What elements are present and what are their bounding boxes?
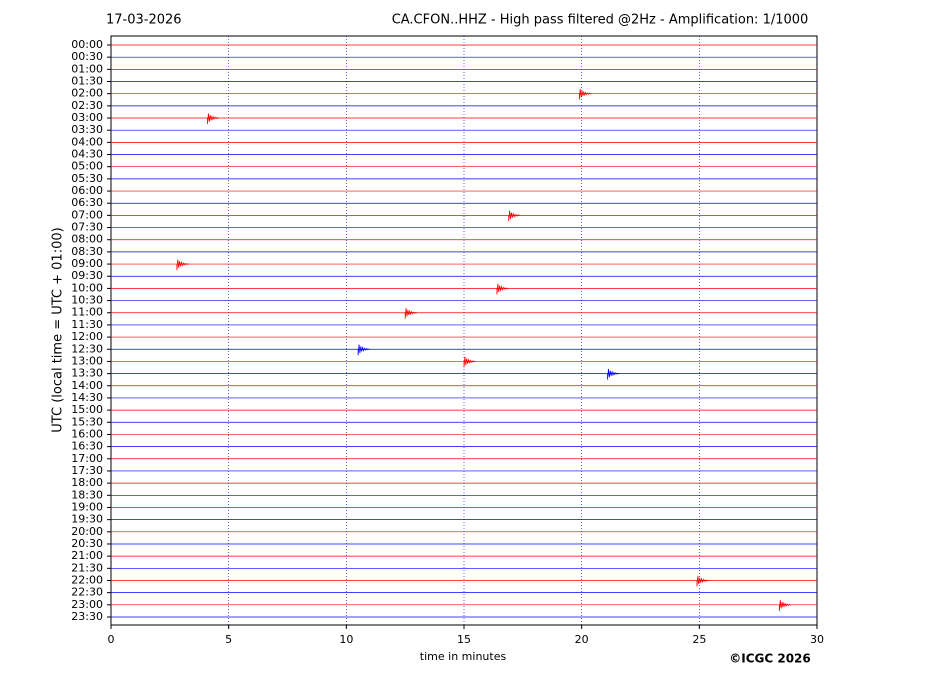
y-tick-label: 18:30 (71, 488, 103, 501)
event (778, 600, 792, 611)
y-tick-label: 05:00 (71, 160, 103, 173)
y-tick-label: 15:00 (71, 403, 103, 416)
x-tick-label: 20 (575, 633, 589, 646)
y-tick-label: 23:00 (71, 598, 103, 611)
y-tick-label: 08:30 (71, 245, 103, 258)
y-tick-label: 14:00 (71, 379, 103, 392)
event (176, 259, 189, 271)
y-tick-label: 03:00 (71, 111, 103, 124)
y-tick-label: 00:30 (71, 50, 103, 63)
y-tick-label: 23:30 (71, 610, 103, 623)
x-axis-label: time in minutes (420, 650, 507, 663)
y-tick-label: 09:30 (71, 269, 103, 282)
y-tick-label: 01:30 (71, 75, 103, 88)
y-tick-label: 07:30 (71, 221, 103, 234)
event (696, 575, 709, 587)
y-tick-label: 02:00 (71, 87, 103, 100)
x-tick-label: 0 (108, 633, 115, 646)
y-tick-label: 10:00 (71, 281, 103, 294)
y-tick-label: 17:00 (71, 452, 103, 465)
y-tick-label: 22:30 (71, 586, 103, 599)
y-tick-label: 19:00 (71, 500, 103, 513)
y-tick-label: 15:30 (71, 415, 103, 428)
y-tick-label: 13:00 (71, 354, 103, 367)
x-tick-label: 30 (810, 633, 824, 646)
y-tick-label: 12:30 (71, 342, 103, 355)
y-tick-label: 12:00 (71, 330, 103, 343)
y-tick-label: 09:00 (71, 257, 103, 270)
event (463, 356, 476, 368)
y-tick-label: 00:00 (71, 38, 103, 51)
event (357, 344, 371, 356)
y-tick-label: 11:30 (71, 318, 103, 331)
y-tick-label: 04:30 (71, 148, 103, 161)
y-tick-label: 21:30 (71, 561, 103, 574)
y-tick-label: 17:30 (71, 464, 103, 477)
y-tick-label: 11:00 (71, 306, 103, 319)
y-tick-label: 21:00 (71, 549, 103, 562)
y-tick-label: 20:00 (71, 525, 103, 538)
y-tick-label: 03:30 (71, 123, 103, 136)
y-tick-label: 14:30 (71, 391, 103, 404)
y-tick-label: 06:30 (71, 196, 103, 209)
chart-date: 17-03-2026 (106, 13, 182, 28)
y-tick-label: 07:00 (71, 208, 103, 221)
y-tick-label: 19:30 (71, 513, 103, 526)
x-tick-label: 15 (457, 633, 471, 646)
y-tick-label: 08:00 (71, 233, 103, 246)
y-tick-label: 13:30 (71, 367, 103, 380)
event (607, 368, 620, 380)
y-tick-label: 05:30 (71, 172, 103, 185)
y-axis-label: UTC (local time = UTC + 01:00) (51, 227, 66, 432)
y-tick-label: 04:00 (71, 135, 103, 148)
chart-title: CA.CFON..HHZ - High pass filtered @2Hz -… (392, 13, 809, 28)
event (578, 88, 592, 100)
y-tick-label: 10:30 (71, 294, 103, 307)
x-tick-label: 5 (225, 633, 232, 646)
event (404, 308, 418, 319)
x-tick-label: 10 (339, 633, 353, 646)
y-tick-label: 16:00 (71, 427, 103, 440)
y-tick-label: 02:30 (71, 99, 103, 112)
y-tick-label: 18:00 (71, 476, 103, 489)
y-tick-label: 01:00 (71, 62, 103, 75)
y-tick-label: 06:00 (71, 184, 103, 197)
event (207, 113, 220, 125)
event (508, 210, 521, 222)
y-tick-label: 16:30 (71, 440, 103, 453)
y-tick-label: 20:30 (71, 537, 103, 550)
credit: ©ICGC 2026 (729, 652, 811, 666)
event (496, 283, 509, 295)
y-tick-label: 22:00 (71, 573, 103, 586)
x-tick-label: 25 (692, 633, 706, 646)
